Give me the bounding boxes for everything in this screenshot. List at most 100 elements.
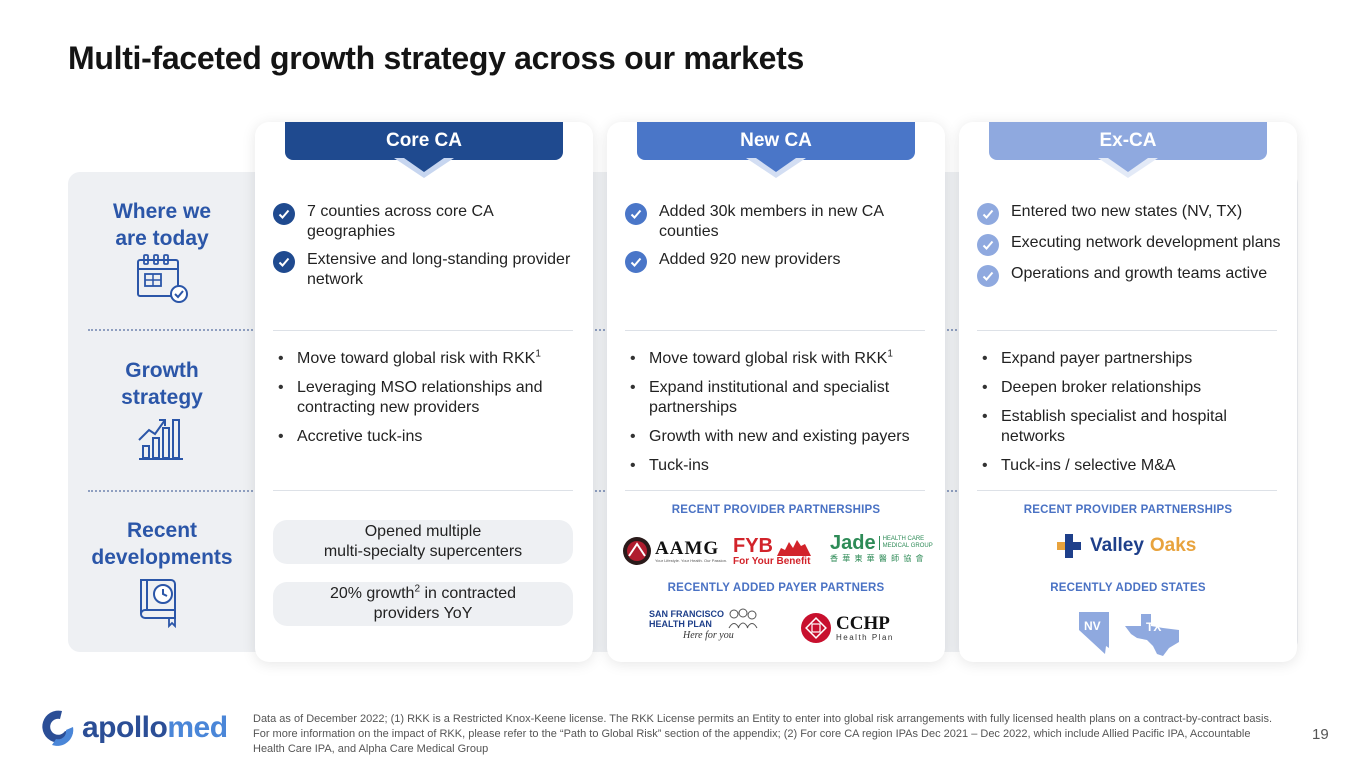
checklist: 7 counties across core CA geographies Ex… [273, 202, 583, 298]
check-circle-icon [273, 251, 295, 273]
jade-tagline: HEALTH CARE [882, 536, 925, 542]
bullet-text: Leveraging MSO relationships and contrac… [297, 379, 543, 416]
sfhp-tagline: Here for you [683, 630, 734, 641]
growth-bullets: Expand payer partnerships Deepen broker … [979, 349, 1284, 485]
cchp-wordmark: CCHP [836, 612, 890, 634]
section-divider [977, 330, 1277, 331]
texas-shape-icon [1125, 614, 1179, 656]
pill-text: 20% growth2 in contracted [273, 584, 573, 604]
bullet-item: Move toward global risk with RKK1 [275, 349, 580, 369]
calendar-check-icon [137, 254, 188, 303]
aamg-tagline: Your Lifestyle. Your Health. Our Passion… [655, 557, 728, 563]
row-label-growth-strategy: Growth strategy [72, 357, 252, 411]
checklist: Added 30k members in new CA counties Add… [625, 202, 935, 281]
bullet-item: Move toward global risk with RKK1 [627, 349, 932, 369]
check-circle-icon [977, 265, 999, 287]
check-item: Extensive and long-standing provider net… [273, 250, 583, 290]
recent-provider-partnerships-label: RECENT PROVIDER PARTNERSHIPS [1023, 504, 1233, 516]
sfhp-logo: SAN FRANCISCO HEALTH PLAN Here for you [649, 608, 760, 642]
cross-emblem-icon [1057, 534, 1081, 558]
chevron-down-icon [394, 158, 454, 178]
apollomed-logo: apollomed [38, 708, 228, 748]
section-divider [625, 490, 925, 491]
aamg-logo: AAMG Your Lifestyle. Your Health. Our Pa… [622, 536, 727, 566]
check-item: 7 counties across core CA geographies [273, 202, 583, 242]
fyb-wordmark: FYB [733, 535, 773, 557]
row-label-line: strategy [121, 386, 203, 409]
check-item: Executing network development plans [977, 233, 1287, 256]
footnote-marker: 1 [887, 348, 893, 360]
check-item: Added 920 new providers [625, 250, 935, 273]
row-label-line: Where we [112, 200, 212, 223]
brand-part: apollo [82, 711, 168, 744]
cchp-tagline: Health Plan [836, 632, 894, 642]
row-label-recent-developments: Recent developments [72, 517, 252, 571]
footnote-marker: 1 [535, 348, 541, 360]
development-pill: Opened multiple multi-specialty supercen… [273, 520, 573, 564]
jade-wordmark: Jade [830, 532, 876, 554]
pill-text: Opened multiple [364, 523, 482, 540]
check-text: Extensive and long-standing provider net… [307, 251, 571, 288]
people-icon [728, 608, 758, 629]
chevron-down-icon [746, 158, 806, 178]
pill-text: providers YoY [373, 605, 473, 622]
check-item: Entered two new states (NV, TX) [977, 202, 1287, 225]
bullet-item: Accretive tuck-ins [275, 427, 580, 447]
pill-text-part: 20% growth [329, 585, 415, 602]
texas-state-map: TX [1125, 614, 1181, 656]
bullet-item: Deepen broker relationships [979, 378, 1284, 398]
bullet-text: Deepen broker relationships [1001, 379, 1202, 396]
texas-label: TX [1146, 620, 1162, 634]
section-divider [625, 330, 925, 331]
jade-tagline: MEDICAL GROUP [882, 543, 933, 549]
recent-provider-partnerships-label: RECENT PROVIDER PARTNERSHIPS [671, 504, 881, 516]
column-ex-ca: Ex-CA Entered two new states (NV, TX) Ex… [959, 122, 1297, 662]
jade-logo: Jade HEALTH CARE MEDICAL GROUP 香 華 東 華 醫… [830, 532, 933, 564]
column-new-ca: New CA Added 30k members in new CA count… [607, 122, 945, 662]
check-circle-icon [977, 203, 999, 225]
page-number: 19 [1312, 726, 1329, 743]
sfhp-wordmark: HEALTH PLAN [649, 619, 712, 629]
check-text: Executing network development plans [1011, 234, 1281, 251]
oaks-wordmark: Oaks [1149, 535, 1197, 556]
growth-bullets: Move toward global risk with RKK1 Levera… [275, 349, 580, 456]
book-clock-icon [140, 579, 176, 628]
check-text: 7 counties across core CA geographies [307, 203, 493, 240]
row-label-line: Growth [125, 359, 199, 382]
bullet-text: Tuck-ins / selective M&A [1001, 457, 1176, 474]
check-text: Added 920 new providers [659, 251, 841, 268]
row-label-where-we-are-today: Where we are today [72, 198, 252, 252]
cchp-logo: CCHP Health Plan [800, 612, 894, 644]
bullet-item: Expand institutional and specialist part… [627, 378, 932, 418]
column-header: Core CA [285, 122, 563, 160]
bullet-text: Move toward global risk with RKK [649, 350, 888, 367]
bullet-text: Accretive tuck-ins [297, 428, 423, 445]
bar-chart-growth-icon [138, 419, 183, 460]
bullet-item: Tuck-ins / selective M&A [979, 456, 1284, 476]
bullet-item: Expand payer partnerships [979, 349, 1284, 369]
bullet-text: Move toward global risk with RKK [297, 350, 536, 367]
pill-text: multi-specialty supercenters [323, 543, 523, 560]
check-circle-icon [625, 203, 647, 225]
bullet-item: Growth with new and existing payers [627, 427, 932, 447]
valley-oaks-logo: Valley Oaks [1056, 533, 1196, 559]
check-circle-icon [273, 203, 295, 225]
valley-wordmark: Valley [1090, 535, 1144, 556]
sfhp-wordmark: SAN FRANCISCO [649, 609, 725, 619]
skyline-icon [777, 540, 811, 556]
column-header: Ex-CA [989, 122, 1267, 160]
bullet-text: Expand payer partnerships [1001, 350, 1193, 367]
aamg-emblem-icon [623, 537, 651, 565]
section-divider [273, 330, 573, 331]
recently-added-payer-partners-label: RECENTLY ADDED PAYER PARTNERS [667, 582, 885, 594]
jade-chinese-text: 香 華 東 華 醫 師 協 會 [830, 554, 925, 563]
fyb-logo: FYB For Your Benefit [733, 535, 811, 568]
recently-added-states-label: RECENTLY ADDED STATES [1050, 582, 1206, 594]
bullet-text: Establish specialist and hospital networ… [1001, 408, 1227, 445]
check-item: Operations and growth teams active [977, 264, 1287, 287]
bullet-text: Growth with new and existing payers [649, 428, 910, 445]
fyb-tagline: For Your Benefit [733, 556, 811, 567]
section-divider [273, 490, 573, 491]
column-core-ca: Core CA 7 counties across core CA geogra… [255, 122, 593, 662]
footnote-text: Data as of December 2022; (1) RKK is a R… [253, 713, 1273, 755]
